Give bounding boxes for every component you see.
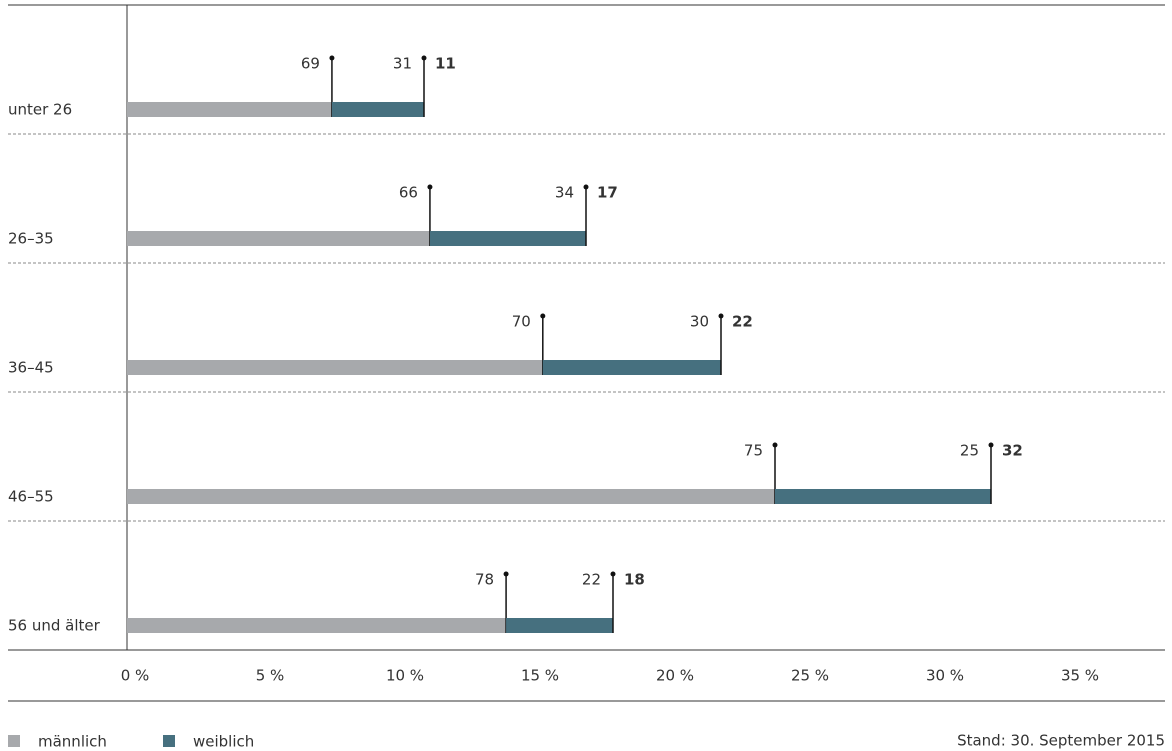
x-tick-label: 30 %	[926, 667, 964, 685]
total-label: 18	[624, 571, 645, 589]
category-label: 46–55	[8, 488, 54, 506]
legend-swatch	[163, 735, 175, 747]
category-label: 56 und älter	[8, 617, 101, 635]
pin-dot	[772, 442, 778, 448]
share-label: 31	[393, 55, 412, 73]
x-tick-label: 0 %	[121, 667, 150, 685]
bar-segment	[542, 360, 721, 375]
note: Stand: 30. September 2015	[957, 732, 1165, 750]
legend-label: männlich	[38, 733, 107, 751]
total-label: 22	[732, 313, 753, 331]
pin-dot	[540, 313, 546, 319]
share-label: 30	[690, 313, 709, 331]
x-tick-label: 15 %	[521, 667, 559, 685]
bar-segment	[127, 102, 332, 117]
bar-segment	[127, 618, 507, 633]
total-label: 17	[597, 184, 618, 202]
bar-segment	[775, 489, 991, 504]
category-label: unter 26	[8, 101, 72, 119]
category-label: 36–45	[8, 359, 54, 377]
bar-segment	[331, 102, 424, 117]
total-label: 11	[435, 55, 456, 73]
bar-segment	[429, 231, 586, 246]
total-label: 32	[1002, 442, 1023, 460]
share-label: 66	[399, 184, 418, 202]
share-label: 22	[582, 571, 601, 589]
pin-dot	[503, 571, 509, 577]
share-label: 78	[475, 571, 494, 589]
share-label: 34	[555, 184, 574, 202]
category-label: 26–35	[8, 230, 54, 248]
x-tick-label: 5 %	[256, 667, 285, 685]
pin-dot	[988, 442, 994, 448]
legend-swatch	[8, 735, 20, 747]
share-label: 75	[744, 442, 763, 460]
pin-dot	[421, 55, 427, 61]
pin-dot	[718, 313, 724, 319]
bar-segment	[506, 618, 613, 633]
pin-dot	[583, 184, 589, 190]
x-tick-label: 20 %	[656, 667, 694, 685]
bar-segment	[127, 489, 775, 504]
pin-dot	[329, 55, 335, 61]
share-label: 70	[512, 313, 531, 331]
pin-dot	[427, 184, 433, 190]
bar-segment	[127, 360, 543, 375]
legend-label: weiblich	[193, 733, 254, 751]
bar-segment	[127, 231, 430, 246]
share-label: 25	[960, 442, 979, 460]
x-tick-label: 35 %	[1061, 667, 1099, 685]
x-tick-label: 10 %	[386, 667, 424, 685]
x-tick-label: 25 %	[791, 667, 829, 685]
pin-dot	[610, 571, 616, 577]
share-label: 69	[301, 55, 320, 73]
